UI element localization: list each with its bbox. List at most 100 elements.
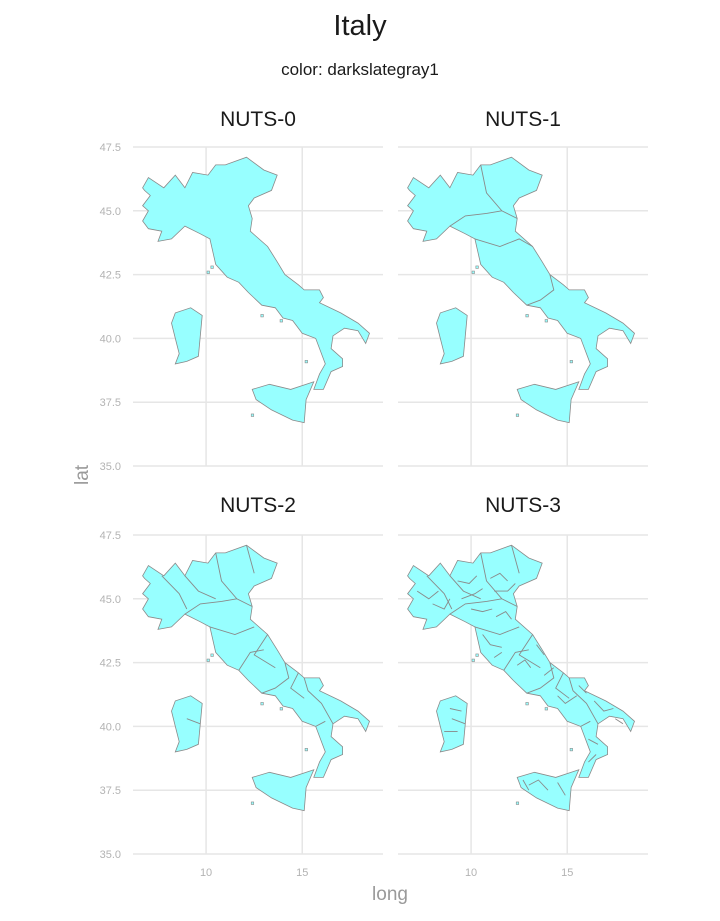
small-island-shape bbox=[569, 360, 573, 364]
y-tick-label: 42.5 bbox=[100, 270, 121, 282]
region-border bbox=[253, 634, 276, 669]
region-border bbox=[416, 590, 439, 600]
region-border bbox=[451, 718, 466, 725]
y-axis-title: lat bbox=[72, 464, 93, 485]
region-border bbox=[209, 626, 255, 635]
italy-mainland-shape bbox=[142, 156, 370, 390]
italy-mainland-shape bbox=[142, 544, 370, 778]
x-tick-label: 15 bbox=[561, 867, 573, 879]
sicily-shape bbox=[251, 769, 315, 812]
y-tick-label: 45.0 bbox=[100, 206, 121, 218]
small-island-shape bbox=[525, 702, 529, 706]
facet-panel-nuts-3: 10 15 bbox=[398, 534, 648, 879]
region-border bbox=[471, 608, 493, 613]
region-border bbox=[238, 649, 264, 671]
figure-title: Italy bbox=[333, 10, 387, 42]
region-border bbox=[161, 575, 188, 610]
region-border bbox=[474, 626, 520, 635]
x-tick-label: 15 bbox=[296, 867, 308, 879]
small-island-shape bbox=[260, 702, 264, 706]
facet-panel-nuts-0: 35.0 37.5 40.0 42.5 45.0 47.5 bbox=[100, 142, 383, 473]
region-border bbox=[461, 588, 483, 600]
figure-subtitle: color: darkslategray1 bbox=[281, 60, 439, 79]
small-island-shape bbox=[304, 360, 308, 364]
region-border bbox=[526, 662, 555, 694]
small-island-shape bbox=[569, 748, 573, 752]
region-border bbox=[480, 552, 518, 607]
small-island-shape bbox=[471, 270, 475, 274]
region-border bbox=[568, 677, 599, 725]
small-island-shape bbox=[206, 658, 210, 662]
y-tick-label: 45.0 bbox=[100, 594, 121, 606]
region-border bbox=[184, 575, 216, 600]
x-tick-label: 10 bbox=[465, 867, 477, 879]
y-tick-label: 35.0 bbox=[100, 849, 121, 861]
region-border bbox=[290, 672, 305, 699]
region-border bbox=[543, 667, 555, 676]
region-border bbox=[503, 649, 529, 671]
facet-title-nuts0: NUTS-0 bbox=[220, 108, 296, 131]
region-border bbox=[449, 598, 502, 615]
small-island-shape bbox=[544, 707, 548, 711]
region-border bbox=[536, 644, 545, 656]
region-border bbox=[516, 659, 532, 668]
small-island-shape bbox=[515, 801, 520, 805]
region-border bbox=[449, 210, 502, 227]
facet-title-nuts3: NUTS-3 bbox=[485, 494, 561, 517]
region-border bbox=[555, 672, 570, 699]
region-border bbox=[186, 718, 201, 725]
y-tick-label: 35.0 bbox=[100, 461, 121, 473]
x-tick-label: 10 bbox=[200, 867, 212, 879]
sardinia-shape bbox=[436, 695, 468, 753]
region-border bbox=[495, 611, 512, 620]
region-border bbox=[557, 695, 578, 704]
region-border bbox=[303, 677, 334, 725]
region-border bbox=[432, 598, 451, 610]
small-island-shape bbox=[279, 319, 283, 323]
region-border bbox=[426, 575, 453, 610]
small-island-shape bbox=[525, 314, 529, 318]
region-border bbox=[588, 738, 599, 745]
region-border bbox=[490, 572, 508, 582]
region-border bbox=[184, 598, 237, 615]
region-border bbox=[526, 274, 555, 306]
small-island-shape bbox=[544, 319, 548, 323]
sardinia-shape bbox=[171, 307, 203, 365]
region-border bbox=[580, 720, 591, 727]
region-border bbox=[315, 720, 326, 727]
region-border bbox=[511, 545, 520, 574]
region-border bbox=[557, 782, 566, 796]
small-island-shape bbox=[250, 413, 255, 417]
small-island-shape bbox=[471, 658, 475, 662]
sardinia-shape bbox=[171, 695, 203, 753]
facet-panel-nuts-1 bbox=[398, 146, 648, 467]
small-island-shape bbox=[475, 265, 479, 269]
y-tick-label: 37.5 bbox=[100, 785, 121, 797]
small-island-shape bbox=[515, 413, 520, 417]
region-border bbox=[474, 238, 533, 247]
region-border bbox=[494, 583, 516, 592]
italy-mainland-shape bbox=[407, 544, 635, 778]
region-border bbox=[528, 779, 549, 791]
x-axis-title: long bbox=[372, 884, 408, 905]
small-island-shape bbox=[475, 653, 479, 657]
small-island-shape bbox=[210, 265, 214, 269]
facet-title-nuts1: NUTS-1 bbox=[485, 108, 561, 131]
region-border bbox=[593, 700, 614, 712]
y-tick-label: 37.5 bbox=[100, 397, 121, 409]
italy-mainland-shape bbox=[407, 156, 635, 390]
small-island-shape bbox=[210, 653, 214, 657]
small-island-shape bbox=[304, 748, 308, 752]
region-border bbox=[493, 652, 503, 658]
region-border bbox=[482, 634, 502, 648]
region-border bbox=[246, 545, 255, 574]
region-border bbox=[588, 754, 597, 763]
region-border bbox=[449, 708, 462, 712]
y-tick-label: 47.5 bbox=[100, 530, 121, 542]
facet-title-nuts2: NUTS-2 bbox=[220, 494, 296, 517]
sicily-shape bbox=[516, 381, 580, 424]
region-border bbox=[449, 575, 481, 600]
region-border bbox=[480, 164, 518, 219]
y-tick-label: 40.0 bbox=[100, 721, 121, 733]
